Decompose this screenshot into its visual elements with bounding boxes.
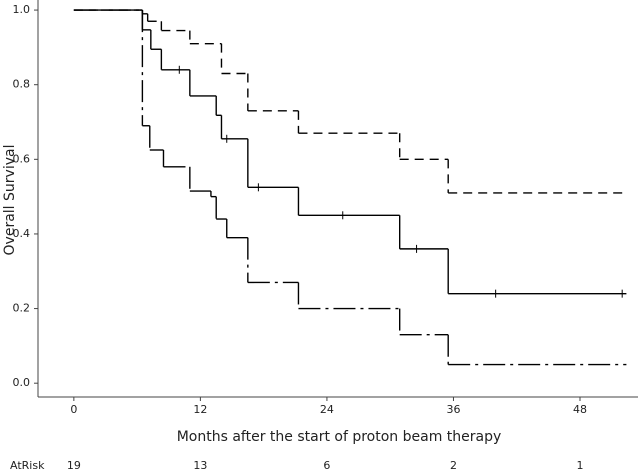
- y-tick-label: 0.6: [13, 152, 31, 165]
- at-risk-count: 2: [450, 459, 457, 472]
- y-tick-label: 0.8: [13, 78, 31, 91]
- x-tick-label: 0: [70, 403, 77, 416]
- x-tick-label: 36: [446, 403, 460, 416]
- y-tick-label: 0.2: [13, 302, 31, 315]
- x-tick-label: 12: [193, 403, 207, 416]
- y-tick-label: 0.0: [13, 376, 31, 389]
- at-risk-count: 1: [577, 459, 584, 472]
- at-risk-count: 13: [193, 459, 207, 472]
- x-tick-label: 24: [320, 403, 334, 416]
- x-axis-label: Months after the start of proton beam th…: [177, 429, 502, 445]
- x-tick-label: 48: [573, 403, 587, 416]
- y-tick-label: 1.0: [13, 3, 31, 16]
- at-risk-label: AtRisk: [10, 459, 45, 472]
- at-risk-count: 19: [67, 459, 81, 472]
- at-risk-count: 6: [323, 459, 330, 472]
- y-tick-label: 0.4: [13, 227, 31, 240]
- y-axis-label: Overall Survival: [2, 145, 18, 256]
